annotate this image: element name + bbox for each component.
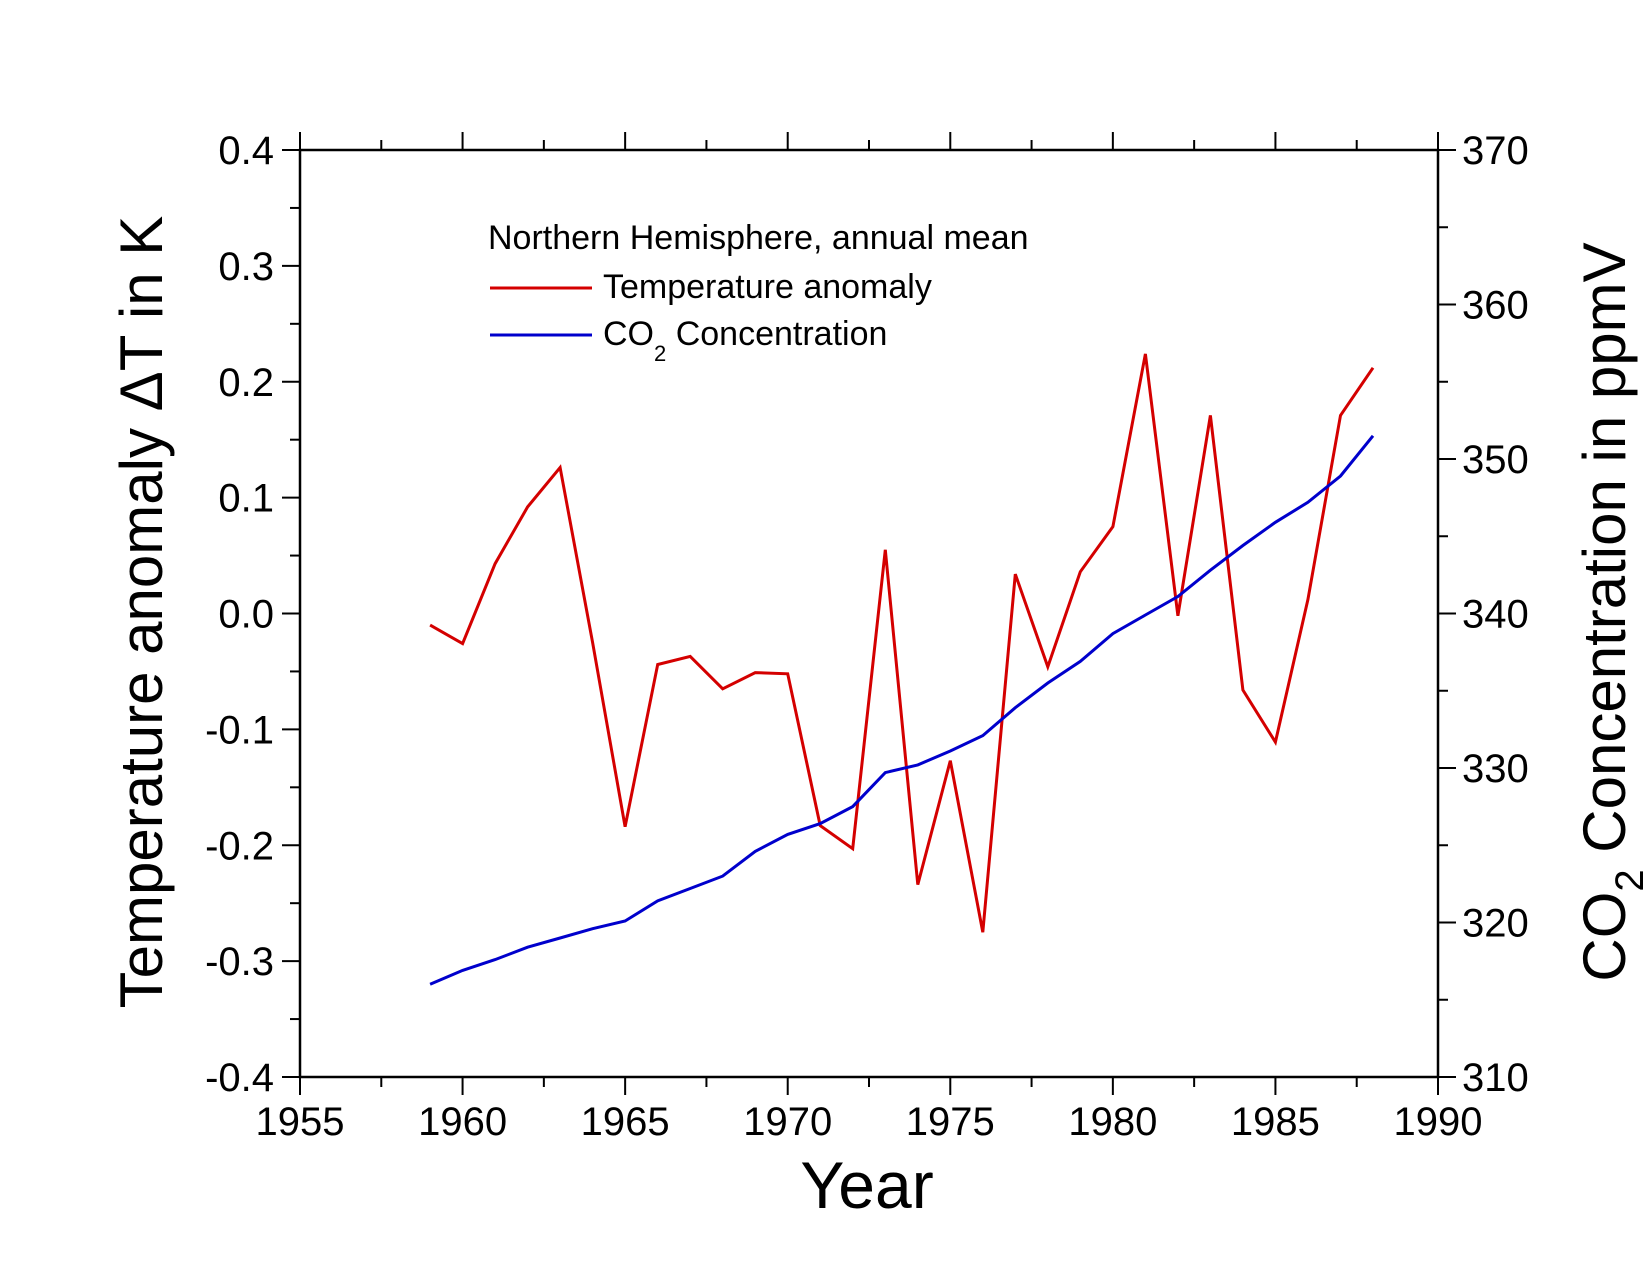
- y2-tick-label: 330: [1462, 747, 1529, 791]
- legend-label-co2: CO2 Concentration: [603, 315, 887, 366]
- temperature-series-line: [429, 353, 1375, 933]
- x-tick-label: 1985: [1231, 1100, 1320, 1144]
- y-tick-label: 0.4: [218, 129, 274, 173]
- y-tick-label: -0.3: [205, 940, 274, 984]
- y-axis-title: Temperature anomaly ΔT in K: [108, 216, 175, 1009]
- x-tick-label: 1975: [906, 1100, 995, 1144]
- x-tick-label: 1955: [256, 1100, 345, 1144]
- legend-label-temperature: Temperature anomaly: [603, 268, 932, 306]
- legend-title: Northern Hemisphere, annual mean: [488, 219, 1029, 257]
- y2-tick-label: 370: [1462, 129, 1529, 173]
- x-axis-title: Year: [800, 1148, 933, 1222]
- y-tick-label: 0.2: [218, 361, 274, 405]
- x-tick-label: 1965: [581, 1100, 670, 1144]
- x-tick-label: 1990: [1394, 1100, 1483, 1144]
- x-tick-label: 1960: [418, 1100, 507, 1144]
- co2-series-line: [429, 434, 1375, 986]
- y2-axis-title: CO2 Concentration in ppmV: [1571, 242, 1650, 981]
- x-tick-label: 1970: [743, 1100, 832, 1144]
- y-tick-label: 0.1: [218, 477, 274, 521]
- y2-tick-label: 310: [1462, 1056, 1529, 1100]
- y-tick-label: -0.4: [205, 1056, 274, 1100]
- y2-tick-label: 360: [1462, 284, 1529, 328]
- y2-tick-label: 350: [1462, 438, 1529, 482]
- y-tick-label: -0.1: [205, 708, 274, 752]
- y-tick-label: -0.2: [205, 824, 274, 868]
- y-tick-label: 0.3: [218, 245, 274, 289]
- y-tick-label: 0.0: [218, 593, 274, 637]
- y2-tick-label: 340: [1462, 593, 1529, 637]
- x-tick-label: 1980: [1068, 1100, 1157, 1144]
- y2-tick-label: 320: [1462, 902, 1529, 946]
